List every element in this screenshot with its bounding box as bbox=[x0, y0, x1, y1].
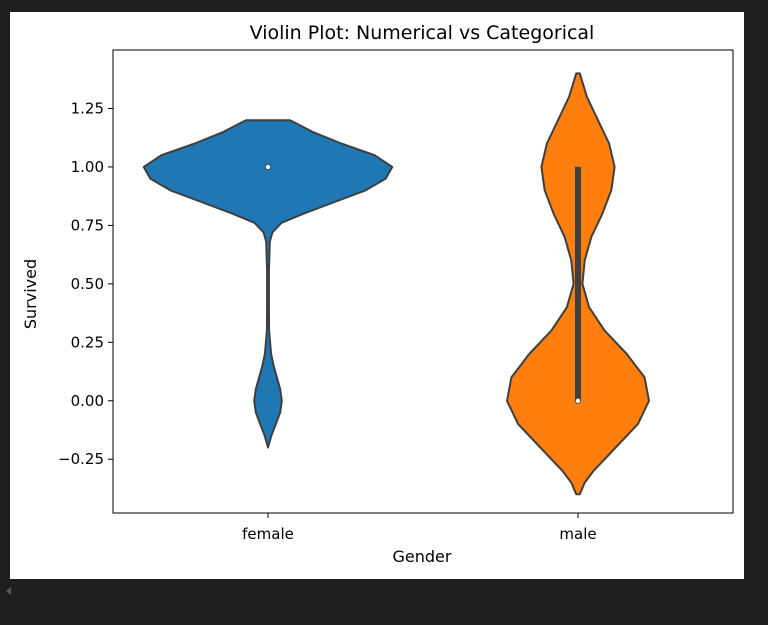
y-axis-label: Survived bbox=[21, 259, 40, 329]
median-point-male bbox=[575, 397, 582, 404]
y-tick-label: 1.25 bbox=[71, 99, 104, 117]
y-tick-label: 1.00 bbox=[71, 158, 104, 176]
y-tick-label: −0.25 bbox=[58, 450, 104, 468]
median-point-female bbox=[264, 163, 271, 170]
violin-chart: Violin Plot: Numerical vs Categorical Su… bbox=[21, 22, 734, 566]
violin-female bbox=[142, 119, 394, 449]
plot-card: Violin Plot: Numerical vs Categorical Su… bbox=[10, 12, 744, 579]
y-tick-label: 0.50 bbox=[71, 275, 104, 293]
plot-frame bbox=[112, 49, 734, 514]
x-tick-label: female bbox=[242, 525, 294, 543]
x-tick-label: male bbox=[559, 525, 596, 543]
y-tick-label: 0.75 bbox=[71, 216, 104, 234]
x-axis-label: Gender bbox=[393, 547, 452, 566]
y-tick-label: 0.00 bbox=[71, 392, 104, 410]
chart-title: Violin Plot: Numerical vs Categorical bbox=[250, 22, 595, 44]
axis-ticks: −0.25 0.00 0.25 0.50 0.75 1.00 1.25 female male bbox=[58, 99, 597, 543]
y-tick-label: 0.25 bbox=[71, 333, 104, 351]
scroll-left-icon[interactable] bbox=[6, 587, 11, 595]
violins bbox=[142, 72, 650, 496]
